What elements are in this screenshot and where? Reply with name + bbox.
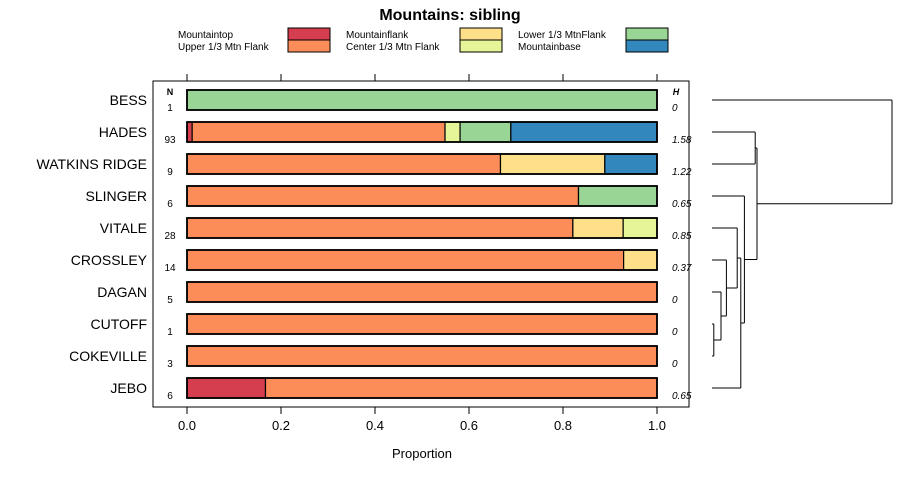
bar-segment-center-1-3-mtn-flank	[622, 217, 658, 239]
x-tick-label: 0.2	[272, 418, 290, 433]
h-value: 0.85	[672, 231, 692, 242]
x-tick-label: 0.8	[554, 418, 572, 433]
n-value: 1	[167, 327, 173, 338]
legend-swatch-mountainbase	[625, 39, 669, 53]
bar-segment-upper-1-3-mtn-flank	[186, 313, 658, 335]
bar-segment-upper-1-3-mtn-flank	[191, 121, 446, 143]
bar-segment-center-1-3-mtn-flank	[444, 121, 461, 143]
bar-outline	[186, 217, 658, 239]
bar-segment-mountainflank	[499, 153, 606, 175]
legend-swatch-center-1-3-mtn-flank	[459, 39, 503, 53]
legend-swatch-mountaintop	[287, 27, 331, 41]
x-axis: 0.0 0.2 0.4 0.6 0.8 1.0	[178, 406, 666, 433]
category-label: COKEVILLE	[69, 348, 147, 364]
x-axis-title: Proportion	[392, 446, 452, 461]
legend-label-mountainflank: Mountainflank	[346, 30, 409, 41]
row-bess: BESS 1 0	[110, 89, 678, 114]
bar-outline	[186, 89, 658, 111]
bar-outline	[186, 345, 658, 367]
bar-segment-upper-1-3-mtn-flank	[186, 217, 574, 239]
row-hades: HADES 93 1.58	[99, 121, 692, 146]
category-label: HADES	[99, 124, 147, 140]
row-watkins-ridge: WATKINS RIDGE 9 1.22	[37, 153, 692, 178]
x-tick-label: 0.4	[366, 418, 384, 433]
bar-outline	[186, 153, 658, 175]
row-cutoff: CUTOFF 1 0	[90, 313, 678, 338]
n-column-header: N	[167, 87, 174, 97]
bar-segment-lower-1-3-mtnflank	[459, 121, 512, 143]
category-label: DAGAN	[97, 284, 147, 300]
legend-swatch-mountainflank	[459, 27, 503, 41]
row-slinger: SLINGER 6 0.65	[86, 185, 692, 210]
dendrogram	[712, 99, 893, 389]
n-value: 14	[164, 263, 176, 274]
row-crossley: CROSSLEY 14 0.37	[71, 249, 692, 274]
h-value: 1.58	[672, 135, 692, 146]
bar-segment-mountaintop	[186, 377, 267, 399]
top-axis-ticks	[186, 74, 658, 81]
bar-segment-upper-1-3-mtn-flank	[186, 185, 580, 207]
bar-outline	[186, 377, 658, 399]
row-vitale: VITALE 28 0.85	[100, 217, 692, 242]
n-value: 3	[167, 359, 173, 370]
category-label: SLINGER	[86, 188, 147, 204]
h-value: 1.22	[672, 167, 692, 178]
n-value: 1	[167, 103, 173, 114]
category-label: CUTOFF	[90, 316, 147, 332]
h-value: 0.65	[672, 391, 692, 402]
bar-outline	[186, 185, 658, 207]
bar-outline	[186, 281, 658, 303]
row-jebo: JEBO 6 0.65	[110, 377, 692, 402]
h-value: 0	[672, 327, 678, 338]
bar-outline	[186, 121, 658, 143]
legend-label-lower-1-3-mtnflank: Lower 1/3 MtnFlank	[518, 30, 607, 41]
legend-label-center-1-3-mtn-flank: Center 1/3 Mtn Flank	[346, 42, 440, 53]
bar-segment-mountainbase	[604, 153, 658, 175]
h-column-header: H	[673, 87, 680, 97]
row-cokeville: COKEVILLE 3 0	[69, 345, 678, 370]
h-value: 0	[672, 359, 678, 370]
row-dagan: DAGAN 5 0	[97, 281, 678, 306]
legend-label-mountainbase: Mountainbase	[518, 42, 581, 53]
bar-segment-mountainflank	[572, 217, 624, 239]
category-label: CROSSLEY	[71, 252, 148, 268]
n-value: 6	[167, 391, 173, 402]
x-tick-label: 0.6	[460, 418, 478, 433]
n-value: 5	[167, 295, 173, 306]
n-value: 6	[167, 199, 173, 210]
h-value: 0.65	[672, 199, 692, 210]
n-value: 28	[164, 231, 176, 242]
bar-segment-mountainbase	[510, 121, 658, 143]
x-tick-label: 1.0	[648, 418, 666, 433]
bar-outline	[186, 249, 658, 271]
bar-segment-upper-1-3-mtn-flank	[186, 345, 658, 367]
bar-rows: BESS 1 0 HADES 93 1.58 WATKINS RIDGE 9 1.22 SLING…	[37, 89, 692, 402]
legend-swatch-upper-1-3-mtn-flank	[287, 39, 331, 53]
legend-label-mountaintop: Mountaintop	[178, 30, 233, 41]
category-label: BESS	[110, 92, 147, 108]
bar-segment-lower-1-3-mtnflank	[577, 185, 658, 207]
bar-outline	[186, 313, 658, 335]
n-value: 93	[164, 135, 176, 146]
legend-swatch-lower-1-3-mtnflank	[625, 27, 669, 41]
bar-segment-upper-1-3-mtn-flank	[186, 153, 502, 175]
bar-segment-mountainflank	[623, 249, 658, 271]
chart-title: Mountains: sibling	[379, 7, 520, 24]
h-value: 0	[672, 295, 678, 306]
x-tick-label: 0.0	[178, 418, 196, 433]
n-value: 9	[167, 167, 173, 178]
bar-segment-upper-1-3-mtn-flank	[186, 281, 658, 303]
bar-segment-lower-1-3-mtnflank	[186, 89, 658, 111]
bar-segment-upper-1-3-mtn-flank	[264, 377, 658, 399]
category-label: JEBO	[110, 380, 147, 396]
category-label: WATKINS RIDGE	[37, 156, 147, 172]
legend-label-upper-1-3-mtn-flank: Upper 1/3 Mtn Flank	[178, 42, 270, 53]
h-value: 0	[672, 103, 678, 114]
bar-segment-upper-1-3-mtn-flank	[186, 249, 625, 271]
h-value: 0.37	[672, 263, 692, 274]
category-label: VITALE	[100, 220, 147, 236]
